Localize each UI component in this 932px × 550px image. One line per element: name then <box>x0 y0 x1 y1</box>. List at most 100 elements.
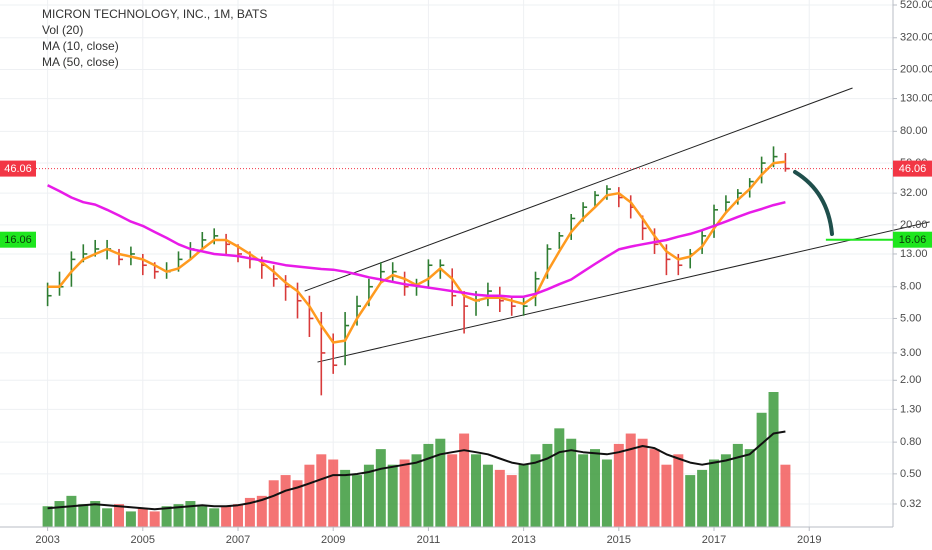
price-label: 46.06 <box>4 163 32 175</box>
y-tick-label: 520.00 <box>900 0 932 11</box>
y-tick-label: 8.00 <box>900 281 921 293</box>
volume-bar <box>173 504 184 527</box>
volume-bar <box>268 480 279 527</box>
volume-bar <box>768 392 779 527</box>
x-tick-label: 2011 <box>417 534 441 546</box>
volume-bar <box>697 469 708 527</box>
y-tick-label: 13.00 <box>900 248 928 260</box>
volume-bar <box>78 504 89 527</box>
ma-line <box>47 184 786 298</box>
volume-bar <box>494 469 505 527</box>
volume-bar <box>244 497 255 527</box>
price-label: 16.06 <box>899 234 927 246</box>
volume-bar <box>340 469 351 527</box>
y-tick-label: 5.00 <box>900 312 921 324</box>
volume-bar <box>399 459 410 527</box>
volume-bar <box>42 506 53 527</box>
volume-bar <box>566 438 577 527</box>
x-tick-label: 2009 <box>321 534 345 546</box>
y-tick-label: 130.00 <box>900 92 932 104</box>
volume-bar <box>459 433 470 527</box>
volume-bar <box>482 464 493 527</box>
volume-pane <box>42 392 791 527</box>
volume-bar <box>66 495 77 527</box>
volume-bar <box>233 504 244 527</box>
y-tick-label: 0.32 <box>900 498 921 510</box>
volume-bar <box>197 506 208 527</box>
volume-bar <box>149 511 160 527</box>
volume-bar <box>328 459 339 527</box>
y-tick-label: 0.80 <box>900 436 921 448</box>
y-tick-label: 1.30 <box>900 403 921 415</box>
volume-bar <box>578 454 589 527</box>
volume-bar <box>209 508 220 527</box>
y-tick-label: 32.00 <box>900 187 928 199</box>
volume-bar <box>280 475 291 527</box>
y-tick-label: 2.00 <box>900 374 921 386</box>
trendline <box>317 221 930 363</box>
volume-bar <box>554 428 565 527</box>
volume-bar <box>471 454 482 527</box>
legend-entry: MA (50, close) <box>42 55 119 69</box>
x-tick-label: 2007 <box>226 534 250 546</box>
x-tick-label: 2015 <box>607 534 631 546</box>
volume-bar <box>304 464 315 527</box>
volume-bar <box>423 443 434 527</box>
volume-bar <box>732 443 743 527</box>
volume-bar <box>625 433 636 527</box>
y-tick-label: 80.00 <box>900 125 928 137</box>
volume-bar <box>685 475 696 527</box>
x-tick-label: 2013 <box>511 534 535 546</box>
y-tick-label: 320.00 <box>900 32 932 44</box>
volume-bar <box>411 454 422 527</box>
volume-bar <box>518 464 529 527</box>
x-tick-label: 2005 <box>131 534 155 546</box>
volume-bar <box>649 449 660 527</box>
legend: MICRON TECHNOLOGY, INC., 1M, BATS Vol (2… <box>42 7 267 69</box>
volume-bar <box>375 449 386 527</box>
price-label: 46.06 <box>899 163 927 175</box>
price-label-box <box>893 160 932 177</box>
volume-bar <box>447 454 458 527</box>
price-pane <box>46 87 930 396</box>
x-tick-label: 2017 <box>702 534 726 546</box>
x-tick-label: 2003 <box>35 534 59 546</box>
volume-bar <box>387 464 398 527</box>
volume-bar <box>352 475 363 527</box>
volume-bar <box>613 443 624 527</box>
volume-bar <box>137 508 148 527</box>
volume-bar <box>506 475 517 527</box>
volume-bar <box>720 454 731 527</box>
volume-bar <box>530 454 541 527</box>
volume-bar <box>661 464 672 527</box>
volume-bar <box>90 501 101 527</box>
volume-bar <box>744 449 755 527</box>
volume-bar <box>185 501 196 527</box>
y-tick-label: 0.50 <box>900 468 921 480</box>
price-label-box <box>0 231 36 248</box>
y-tick-label: 200.00 <box>900 63 932 75</box>
axes: 0.32 0.50 0.80 1.30 2.00 3.00 5.00 8.00 13.00 20.… <box>35 0 932 546</box>
chart-title: MICRON TECHNOLOGY, INC., 1M, BATS <box>42 7 267 21</box>
legend-entry: Vol (20) <box>42 23 83 37</box>
x-tick-label: 2019 <box>797 534 821 546</box>
volume-bar <box>114 504 125 527</box>
price-labels: 46.06 46.06 16.06 16.06 <box>0 160 932 248</box>
volume-bar <box>435 438 446 527</box>
price-label-box <box>893 231 932 248</box>
price-label: 16.06 <box>4 234 32 246</box>
volume-bar <box>542 443 553 527</box>
legend-entry: MA (10, close) <box>42 39 119 53</box>
volume-bar <box>363 464 374 527</box>
volume-bar <box>221 506 232 527</box>
volume-bar <box>292 480 303 527</box>
trendline <box>304 87 853 292</box>
volume-bar <box>637 438 648 527</box>
volume-bar <box>601 459 612 527</box>
volume-bar <box>709 459 720 527</box>
y-tick-label: 3.00 <box>900 347 921 359</box>
y-tick-label: 20.00 <box>900 219 928 231</box>
volume-bar <box>54 501 65 527</box>
